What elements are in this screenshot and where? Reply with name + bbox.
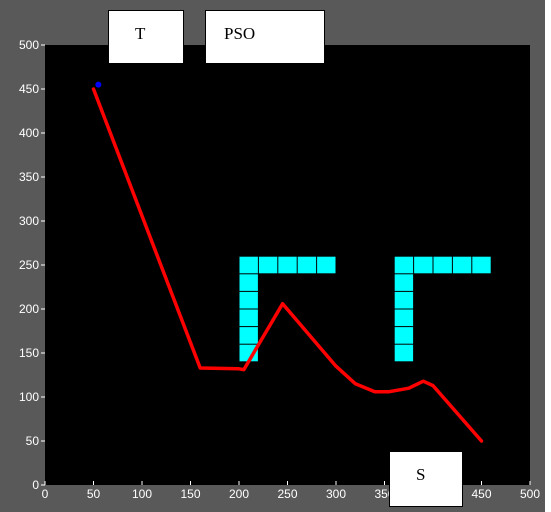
x-tick-label: 300	[326, 487, 346, 501]
y-tick-label: 400	[19, 126, 39, 140]
obstacle-cell	[472, 256, 491, 274]
x-tick-label: 250	[277, 487, 297, 501]
x-tick-label: 100	[132, 487, 152, 501]
callout-target: T	[108, 10, 184, 64]
y-tick-label: 150	[19, 346, 39, 360]
obstacle-cell	[317, 256, 336, 274]
x-tick-label: 200	[229, 487, 249, 501]
x-tick-label: 450	[471, 487, 491, 501]
obstacle-cell	[297, 256, 317, 274]
obstacle-cell	[394, 274, 414, 291]
obstacles	[239, 256, 491, 362]
path-line	[91, 87, 484, 443]
y-tick-label: 50	[26, 434, 40, 448]
y-tick-label: 350	[19, 170, 39, 184]
y-tick-label: 300	[19, 214, 39, 228]
obstacle-cell	[394, 291, 414, 309]
obstacle-cell	[239, 274, 258, 291]
obstacle-cell	[394, 309, 414, 327]
obstacle-cell	[278, 256, 297, 274]
callout-method: PSO	[205, 10, 325, 64]
obstacle-cell	[239, 309, 258, 327]
obstacle-cell	[239, 344, 258, 362]
target-marker	[95, 81, 102, 88]
y-tick-label: 450	[19, 82, 39, 96]
y-axis-ticks: 0 50 100 150 200 250 300 350 400 450 500	[19, 38, 45, 492]
obstacle-cell	[394, 327, 414, 344]
y-tick-label: 250	[19, 258, 39, 272]
x-tick-label: 150	[180, 487, 200, 501]
x-tick-label: 500	[520, 487, 540, 501]
y-tick-label: 0	[32, 478, 39, 492]
obstacle-cell	[394, 256, 414, 274]
obstacle-cell	[452, 256, 472, 274]
callout-start: S	[389, 451, 463, 507]
x-tick-label: 50	[87, 487, 101, 501]
obstacle-cell	[239, 327, 258, 344]
obstacle-cell	[414, 256, 433, 274]
obstacle-cell	[394, 344, 414, 362]
obstacle-cell	[433, 256, 452, 274]
y-tick-label: 500	[19, 38, 39, 52]
obstacle-cell	[239, 256, 258, 274]
y-tick-label: 100	[19, 390, 39, 404]
obstacle-cell	[239, 291, 258, 309]
obstacle-cell	[258, 256, 278, 274]
x-tick-label: 0	[42, 487, 49, 501]
y-tick-label: 200	[19, 302, 39, 316]
